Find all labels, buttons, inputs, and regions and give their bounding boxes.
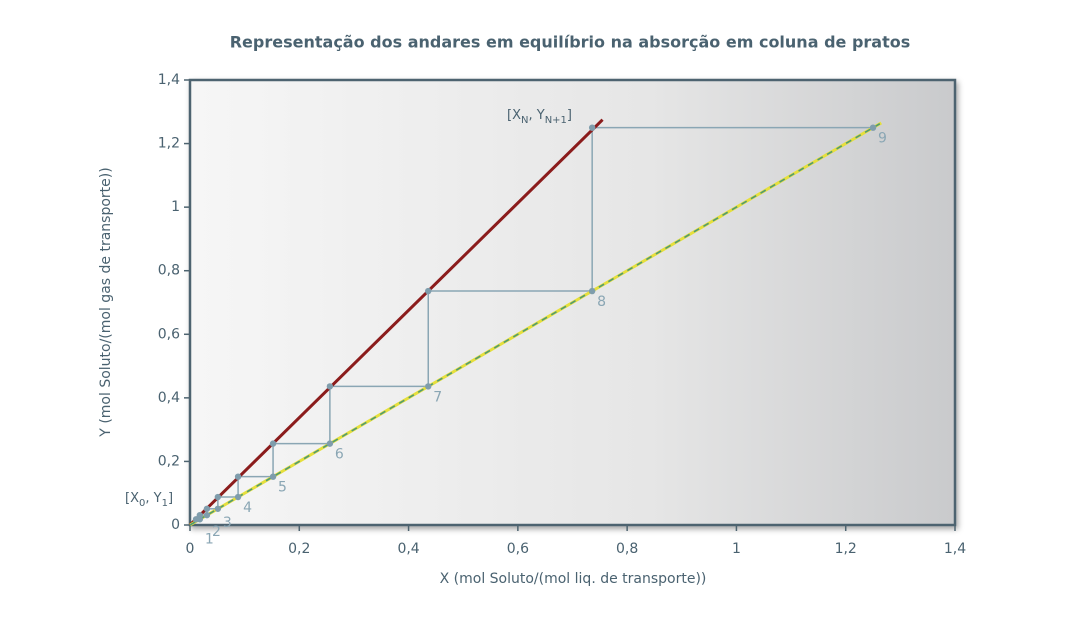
x-tick-label: 1,4 (944, 541, 966, 557)
stage-label: 6 (335, 447, 344, 463)
annotation-subscript: 0 (139, 498, 145, 509)
annotation-subscript: N+1 (545, 115, 567, 126)
stage-point (588, 287, 596, 295)
x-tick-label: 1 (732, 541, 741, 557)
x-axis-label: X (mol Soluto/(mol liq. de transporte)) (440, 571, 707, 587)
y-tick-label: 1 (171, 199, 180, 215)
stage-point (326, 440, 334, 447)
y-tick-label: 0,6 (158, 326, 180, 342)
stage-label: 8 (597, 294, 606, 310)
line (188, 118, 604, 527)
annotation-text: ] (168, 491, 173, 506)
operating-point (588, 124, 596, 131)
y-tick-label: 0,4 (158, 390, 180, 406)
annotation-text: [X (125, 491, 139, 506)
y-tick-label: 0,2 (158, 453, 180, 469)
stage-label: 2 (212, 524, 221, 540)
stage-point (425, 383, 432, 390)
annotation-subscript: N (521, 115, 528, 126)
annotation-text: ] (567, 108, 572, 123)
annotation-subscript: 1 (162, 498, 168, 509)
operating-point (214, 493, 222, 501)
y-axis-label: Y (mol Soluto/(mol gas de transporte)) (98, 167, 114, 437)
operating-point (234, 473, 242, 480)
stage-label: 4 (243, 500, 252, 516)
stage-label: 5 (278, 480, 287, 496)
line-dash (189, 122, 882, 526)
x-tick-label: 0 (186, 541, 195, 557)
x-tick-label: 0,4 (397, 541, 419, 557)
annotation-text: , Y (145, 491, 161, 506)
stage-point (269, 473, 277, 480)
operating-point (203, 505, 211, 512)
annotation: [XN, YN+1] (507, 108, 572, 127)
operating-point (269, 440, 277, 447)
stage-label: 7 (433, 389, 442, 405)
stage-label: 9 (878, 131, 887, 147)
x-tick-label: 0,2 (288, 541, 310, 557)
chart-title: Representação dos andares em equilíbrio … (230, 33, 911, 52)
stage-point (869, 124, 877, 131)
stage-point (214, 505, 222, 512)
annotation-text: [X (507, 108, 521, 123)
x-tick-label: 0,8 (616, 541, 638, 557)
operating-point (425, 287, 432, 295)
annotation: [X0, Y1] (125, 491, 173, 510)
y-tick-label: 0 (171, 517, 180, 533)
stage-label: 3 (223, 515, 232, 531)
y-tick-label: 0,8 (158, 263, 180, 279)
stage-point (234, 493, 242, 501)
annotation-text: , Y (528, 108, 544, 123)
y-tick-label: 1,2 (158, 136, 180, 152)
stage-point (203, 511, 211, 519)
x-tick-label: 1,2 (835, 541, 857, 557)
operating-point (326, 383, 334, 390)
stage-label: 1 (205, 531, 214, 547)
x-tick-label: 0,6 (507, 541, 529, 557)
stage-point (196, 516, 204, 523)
y-tick-label: 1,4 (158, 72, 180, 88)
